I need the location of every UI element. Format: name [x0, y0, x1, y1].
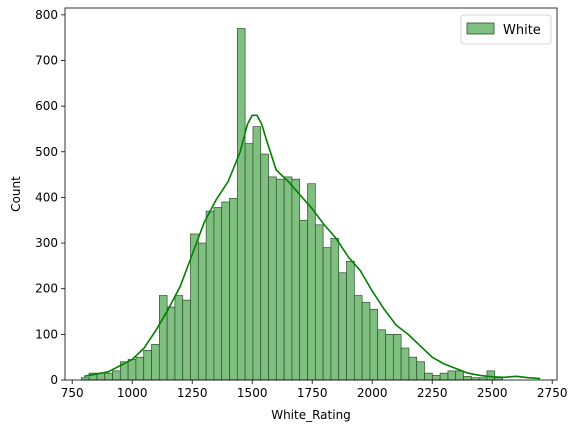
histogram-bar — [205, 210, 215, 381]
x-tick-label: 2250 — [417, 386, 448, 400]
x-axis-label: White_Rating — [271, 408, 351, 422]
histogram-bar — [151, 344, 160, 381]
histogram-bar — [361, 302, 371, 381]
histogram-bar — [338, 272, 347, 381]
y-tick-label: 600 — [35, 99, 58, 113]
histogram-bar — [307, 183, 316, 381]
histogram-bar — [135, 356, 145, 381]
histogram-bar — [455, 370, 464, 381]
legend: White — [460, 14, 552, 45]
y-tick-label: 0 — [50, 373, 58, 387]
x-tick-label: 1750 — [297, 386, 328, 400]
histogram-bar — [275, 178, 285, 381]
histogram-bar — [299, 219, 308, 381]
histogram-bar — [236, 28, 246, 381]
y-tick-label: 100 — [35, 327, 58, 341]
y-tick-label: 200 — [35, 282, 58, 296]
x-tick-label: 1500 — [237, 386, 268, 400]
histogram-bar — [127, 359, 137, 381]
histogram-bar — [182, 299, 191, 381]
histogram-bar — [416, 361, 425, 381]
histogram-bar — [346, 260, 355, 381]
histogram-bar — [377, 329, 386, 381]
histogram-bar — [431, 375, 441, 381]
y-tick-label: 400 — [35, 190, 58, 204]
y-tick-label: 800 — [35, 8, 58, 22]
histogram-bar — [143, 349, 152, 381]
histogram-bar — [408, 356, 418, 381]
x-tick-label: 750 — [61, 386, 84, 400]
histogram-bar — [463, 375, 472, 381]
histogram-bar — [268, 176, 277, 381]
histogram-bar — [221, 201, 230, 381]
histogram-bar — [174, 295, 184, 381]
x-tick-label: 1000 — [117, 386, 148, 400]
histogram-bar — [291, 178, 301, 381]
histogram-bar — [213, 207, 223, 381]
histogram-bar — [197, 242, 207, 381]
histogram-bar — [166, 306, 176, 381]
histogram-bar — [322, 247, 332, 381]
histogram-bar — [392, 334, 402, 381]
histogram-bar — [314, 224, 324, 381]
y-tick-label: 700 — [35, 53, 58, 67]
x-tick-label: 1250 — [177, 386, 208, 400]
legend-label: White — [503, 23, 541, 38]
legend-swatch — [466, 22, 495, 35]
x-axis-ticks: 750 1000 1250 1500 1750 2000 2250 2500 2750 — [61, 380, 568, 400]
histogram-bar — [260, 153, 269, 381]
y-tick-label: 300 — [35, 236, 58, 250]
x-tick-label: 2500 — [477, 386, 508, 400]
histogram-bar — [283, 176, 293, 381]
kde-curve — [84, 114, 541, 380]
histogram-bar — [244, 143, 254, 381]
histogram-bar — [400, 347, 410, 381]
histogram-bar — [229, 197, 238, 381]
y-tick-label: 500 — [35, 145, 58, 159]
histogram-bar — [330, 238, 340, 381]
plot-frame — [64, 7, 558, 381]
histogram-bar — [385, 334, 394, 381]
histogram-bar — [353, 295, 363, 381]
histogram-bar — [112, 370, 121, 381]
histogram-bar — [486, 370, 496, 381]
histogram-bar — [424, 372, 433, 381]
histogram-bar — [158, 295, 168, 381]
histogram-bar — [439, 372, 449, 381]
histogram-bar — [104, 372, 113, 381]
histogram-bar — [369, 308, 379, 381]
legend-box — [460, 14, 552, 45]
x-tick-label: 2750 — [537, 386, 568, 400]
x-tick-label: 2000 — [357, 386, 388, 400]
y-axis-ticks: 0 100 200 300 400 500 600 700 800 — [35, 8, 65, 387]
histogram-bar — [447, 370, 457, 381]
histogram-bar — [252, 126, 262, 381]
y-axis-label: Count — [9, 176, 23, 212]
